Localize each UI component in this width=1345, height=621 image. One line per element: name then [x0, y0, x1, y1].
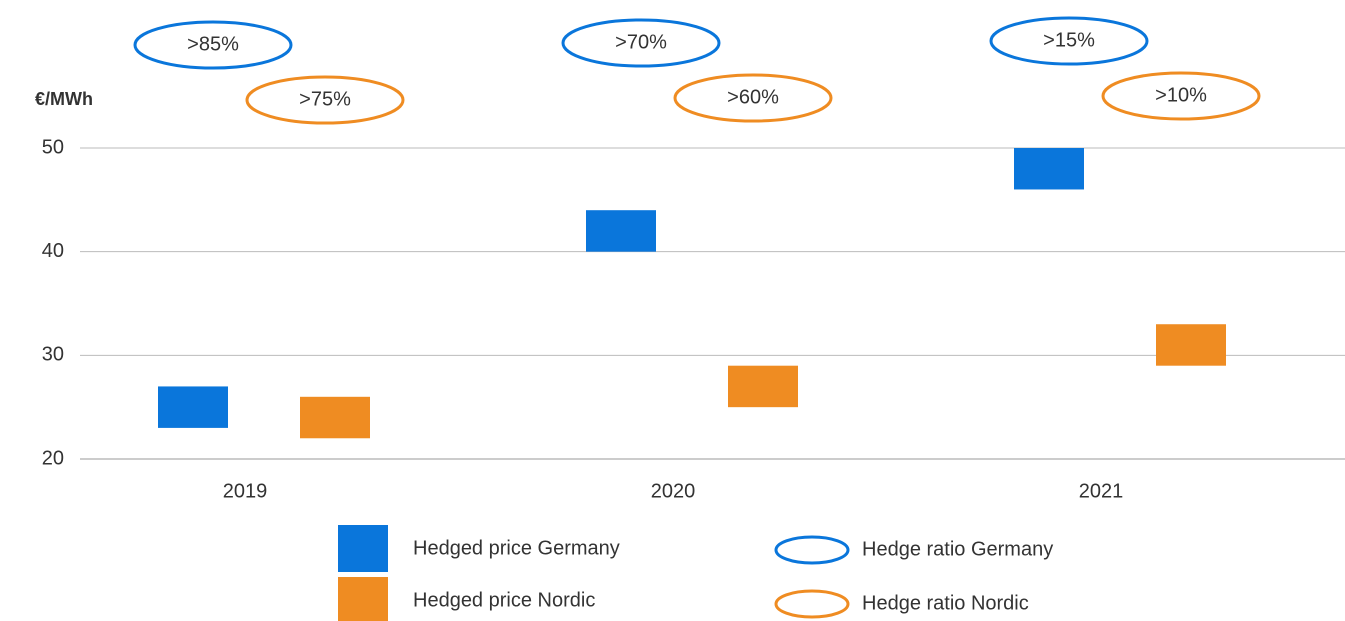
hedge-ratio-label: >70%: [615, 31, 667, 53]
bar: [300, 396, 370, 439]
hedge-ratio-label: >10%: [1155, 84, 1207, 106]
legend-label: Hedged price Nordic: [413, 589, 595, 611]
y-tick-label: 20: [42, 447, 64, 469]
hedge-ratio-label: >75%: [299, 88, 351, 110]
hedge-ratio-label: >15%: [1043, 29, 1095, 51]
hedge-ratio-ellipse: [989, 16, 1149, 66]
legend-label: Hedge ratio Nordic: [862, 592, 1029, 614]
legend-ellipse: [774, 535, 850, 565]
legend-swatch: [338, 525, 388, 572]
hedge-ratio-ellipse: [245, 75, 405, 125]
bar: [1156, 324, 1226, 366]
x-tick-label: 2019: [223, 480, 268, 502]
y-axis-label: €/MWh: [35, 89, 93, 109]
hedge-ratio-ellipse: [1101, 71, 1261, 121]
legend-label: Hedged price Germany: [413, 537, 620, 559]
y-tick-label: 50: [42, 136, 64, 158]
legend-swatch: [338, 577, 388, 621]
legend-ellipse: [774, 589, 850, 619]
bar: [158, 386, 228, 428]
x-tick-label: 2021: [1079, 480, 1124, 502]
hedge-ratio-ellipse: [673, 73, 833, 123]
x-tick-label: 2020: [651, 480, 696, 502]
hedge-ratio-label: >60%: [727, 86, 779, 108]
hedge-ratio-label: >85%: [187, 33, 239, 55]
legend-label: Hedge ratio Germany: [862, 538, 1053, 560]
bar: [586, 210, 656, 252]
hedge-ratio-ellipse: [133, 20, 293, 70]
y-tick-label: 40: [42, 240, 64, 262]
hedge-ratio-ellipse: [561, 18, 721, 68]
bar: [728, 365, 798, 408]
bar: [1014, 148, 1084, 190]
y-tick-label: 30: [42, 344, 64, 366]
